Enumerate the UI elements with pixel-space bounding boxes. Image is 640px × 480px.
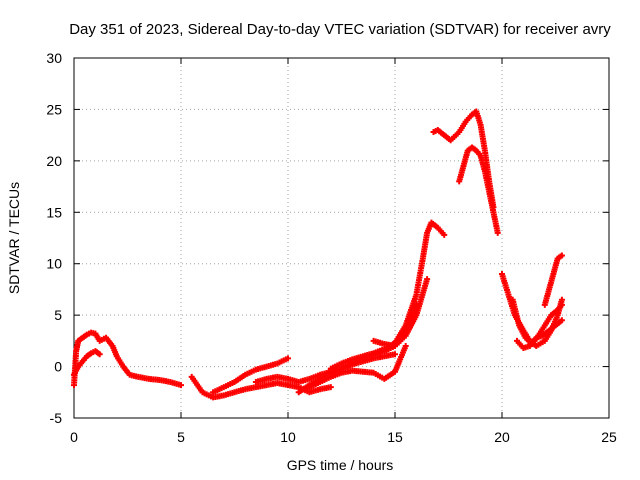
- data-point: [441, 231, 448, 238]
- data-point: [178, 382, 184, 389]
- y-tick-label: 5: [54, 307, 62, 323]
- data-point: [96, 351, 103, 358]
- data-point: [494, 229, 501, 236]
- y-tick-label: 20: [46, 153, 62, 169]
- y-tick-label: 15: [46, 204, 62, 220]
- data-point: [327, 384, 334, 391]
- data-point: [558, 296, 565, 303]
- x-tick-label: 15: [387, 429, 403, 445]
- data-points: [71, 108, 565, 401]
- x-tick-label: 5: [177, 429, 185, 445]
- x-tick-label: 25: [601, 429, 617, 445]
- y-tick-label: 10: [46, 256, 62, 272]
- y-tick-label: 30: [46, 50, 62, 66]
- y-axis-label: SDTVAR / TECUs: [6, 182, 22, 294]
- axis-ticks: 0 5 10 15 20 25 -5 0 5 10 15 20 25 30: [46, 50, 617, 445]
- data-point: [558, 317, 565, 324]
- y-tick-label: 0: [54, 359, 62, 375]
- data-point: [402, 343, 409, 349]
- y-tick-label: 25: [46, 101, 62, 117]
- y-tick-label: -5: [50, 410, 63, 426]
- plot-frame: [73, 57, 610, 419]
- x-tick-label: 10: [280, 429, 296, 445]
- data-point: [392, 351, 398, 358]
- x-axis-label: GPS time / hours: [287, 457, 394, 473]
- x-tick-label: 0: [70, 429, 78, 445]
- data-point: [285, 355, 291, 362]
- data-point: [424, 276, 431, 283]
- data-point: [558, 301, 565, 308]
- data-point: [558, 252, 565, 259]
- x-tick-label: 20: [494, 429, 510, 445]
- chart-title: Day 351 of 2023, Sidereal Day-to-day VTE…: [69, 21, 611, 38]
